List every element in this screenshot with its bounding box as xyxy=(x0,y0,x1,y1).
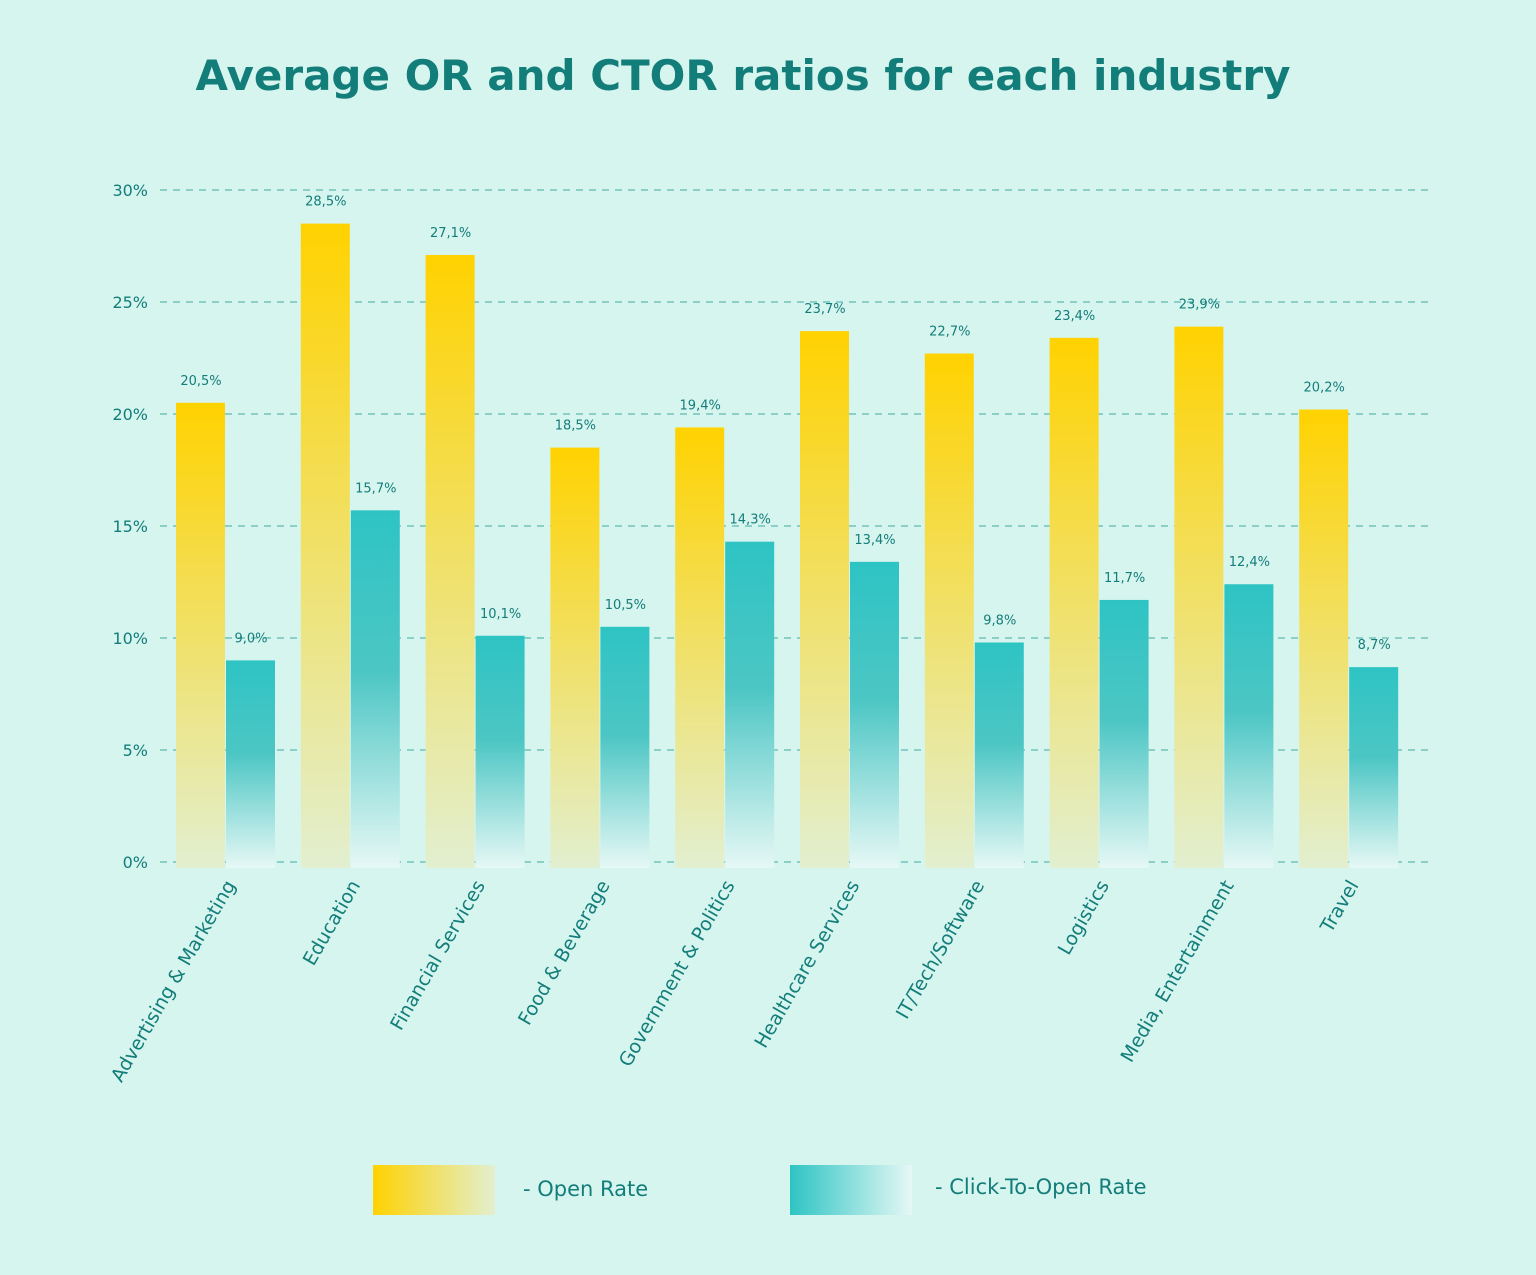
legend: - Open Rate - Click-To-Open Rate xyxy=(373,1165,1147,1215)
bar-ctor xyxy=(850,561,899,868)
data-label: 18,5% xyxy=(555,419,596,434)
data-label: 14,3% xyxy=(730,513,771,528)
x-category-label: Food & Beverage xyxy=(514,877,615,1029)
legend-swatch-ctor xyxy=(790,1165,912,1215)
legend-swatch-open-rate xyxy=(373,1165,495,1215)
y-tick-label: 15% xyxy=(112,517,148,536)
bar-ctor xyxy=(226,660,275,868)
bar-open-rate xyxy=(924,353,974,868)
category-labels: Advertising & Marketing Education Financia… xyxy=(107,877,1364,1086)
y-tick-label: 30% xyxy=(112,181,148,200)
bar-open-rate xyxy=(1299,409,1349,868)
x-category-label: IT/Tech/Software xyxy=(892,877,989,1023)
bar-ctor xyxy=(600,626,650,868)
y-tick-label: 10% xyxy=(112,629,148,648)
data-label: 12,4% xyxy=(1229,555,1270,570)
x-category-label: Advertising & Marketing xyxy=(107,877,241,1086)
y-tick-label: 25% xyxy=(112,293,148,312)
legend-label-ctor: - Click-To-Open Rate xyxy=(935,1175,1147,1199)
data-label: 9,0% xyxy=(234,631,267,646)
x-category-label: Government & Politics xyxy=(615,877,740,1071)
data-label: 20,5% xyxy=(180,374,221,389)
bar-open-rate xyxy=(800,331,849,868)
x-category-label: Logistics xyxy=(1054,877,1114,959)
data-label: 20,2% xyxy=(1304,381,1345,396)
bar-ctor xyxy=(725,541,775,868)
bar-ctor xyxy=(1224,584,1274,868)
x-category-label: Healthcare Services xyxy=(750,877,864,1052)
bar-ctor xyxy=(1349,667,1399,868)
bar-open-rate xyxy=(300,223,350,869)
data-label: 27,1% xyxy=(430,226,471,241)
bar-open-rate xyxy=(425,254,475,868)
data-label: 23,7% xyxy=(804,302,845,317)
bar-open-rate xyxy=(675,427,725,868)
bar-open-rate xyxy=(176,402,225,868)
bar-open-rate xyxy=(1174,326,1224,868)
data-label: 22,7% xyxy=(929,325,970,340)
bar-ctor xyxy=(475,635,525,868)
y-tick-label: 5% xyxy=(123,741,148,760)
bar-open-rate xyxy=(550,447,600,868)
data-label: 10,5% xyxy=(605,598,646,613)
data-label: 19,4% xyxy=(680,398,721,413)
x-category-label: Financial Services xyxy=(386,877,490,1035)
legend-label-open-rate: - Open Rate xyxy=(523,1177,648,1201)
data-label: 13,4% xyxy=(854,533,895,548)
bar-ctor xyxy=(350,510,400,868)
data-label: 15,7% xyxy=(355,481,396,496)
data-label: 10,1% xyxy=(480,607,521,622)
data-label: 23,4% xyxy=(1054,309,1095,324)
bar-open-rate xyxy=(1049,337,1099,869)
y-tick-label: 20% xyxy=(112,405,148,424)
data-label: 23,9% xyxy=(1179,298,1220,313)
x-category-label: Education xyxy=(299,877,365,970)
bar-ctor xyxy=(974,642,1024,868)
data-label: 8,7% xyxy=(1358,638,1391,653)
x-category-label: Media, Entertainment xyxy=(1117,877,1239,1067)
x-category-label: Travel xyxy=(1316,877,1364,938)
data-label: 9,8% xyxy=(983,613,1016,628)
data-label: 11,7% xyxy=(1104,571,1145,586)
chart-title: Average OR and CTOR ratios for each indu… xyxy=(196,51,1291,100)
bar-ctor xyxy=(1099,599,1149,868)
data-label: 28,5% xyxy=(305,195,346,210)
bars: 20,5% 9,0% 28,5% 15,7% 27,1% 10,1% 18,5% 10,5% 1… xyxy=(176,195,1399,869)
y-tick-label: 0% xyxy=(123,853,148,872)
